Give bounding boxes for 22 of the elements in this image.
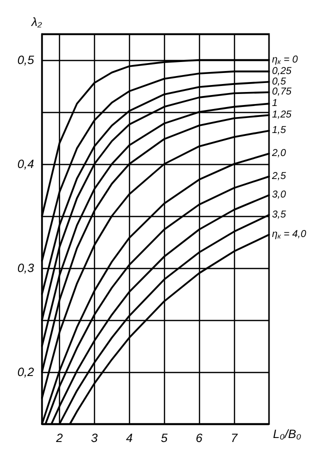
y-tick-label: 0,2 <box>17 365 34 379</box>
series-label: 1 <box>272 98 278 110</box>
x-tick-label: 3 <box>91 431 98 445</box>
series-label: 1,5 <box>272 125 286 136</box>
series-label: 1,25 <box>272 110 292 121</box>
series-label: 2,5 <box>271 170 286 182</box>
y-axis-title: λ₂ <box>30 15 42 29</box>
x-tick-label: 2 <box>55 431 64 445</box>
y-tick-label: 0,4 <box>17 157 34 171</box>
series-label: 2,0 <box>271 148 286 160</box>
y-tick-label: 0,5 <box>17 53 34 67</box>
x-tick-label: 7 <box>230 431 239 445</box>
series-label: 0,25 <box>272 66 292 77</box>
series-label: 3,5 <box>272 209 286 220</box>
series-label: 0,5 <box>272 76 286 88</box>
x-axis-title: L₀/B₀ <box>273 427 302 441</box>
x-tick-label: 6 <box>196 431 203 445</box>
y-tick-label: 0,3 <box>17 261 34 275</box>
series-label: 0,75 <box>272 86 292 98</box>
x-tick-label: 5 <box>160 431 168 445</box>
series-label: 3,0 <box>272 190 286 201</box>
x-tick-label: 4 <box>126 431 133 445</box>
